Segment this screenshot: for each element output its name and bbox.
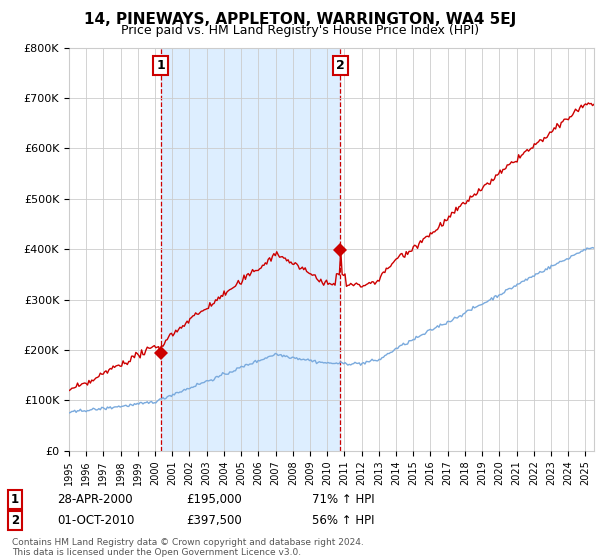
- Text: 1: 1: [156, 59, 165, 72]
- Text: 56% ↑ HPI: 56% ↑ HPI: [312, 514, 374, 528]
- Text: 71% ↑ HPI: 71% ↑ HPI: [312, 493, 374, 506]
- Bar: [161, 48, 340, 451]
- Text: 2: 2: [11, 514, 19, 528]
- Text: £397,500: £397,500: [186, 514, 242, 528]
- Text: 01-OCT-2010: 01-OCT-2010: [57, 514, 134, 528]
- Text: 1: 1: [11, 493, 19, 506]
- Text: £195,000: £195,000: [186, 493, 242, 506]
- Text: Price paid vs. HM Land Registry's House Price Index (HPI): Price paid vs. HM Land Registry's House …: [121, 24, 479, 37]
- Text: 2: 2: [336, 59, 344, 72]
- Text: 28-APR-2000: 28-APR-2000: [57, 493, 133, 506]
- Text: 14, PINEWAYS, APPLETON, WARRINGTON, WA4 5EJ: 14, PINEWAYS, APPLETON, WARRINGTON, WA4 …: [84, 12, 516, 27]
- Text: Contains HM Land Registry data © Crown copyright and database right 2024.
This d: Contains HM Land Registry data © Crown c…: [12, 538, 364, 557]
